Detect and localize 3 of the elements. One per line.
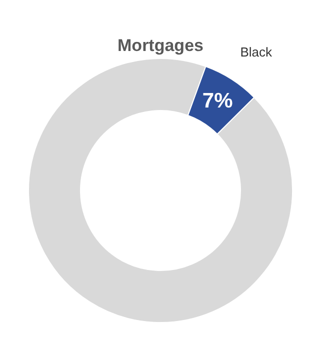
chart-title: Mortgages (118, 36, 204, 55)
slice-label: Black (240, 44, 273, 60)
data-label: 7% (202, 90, 234, 113)
